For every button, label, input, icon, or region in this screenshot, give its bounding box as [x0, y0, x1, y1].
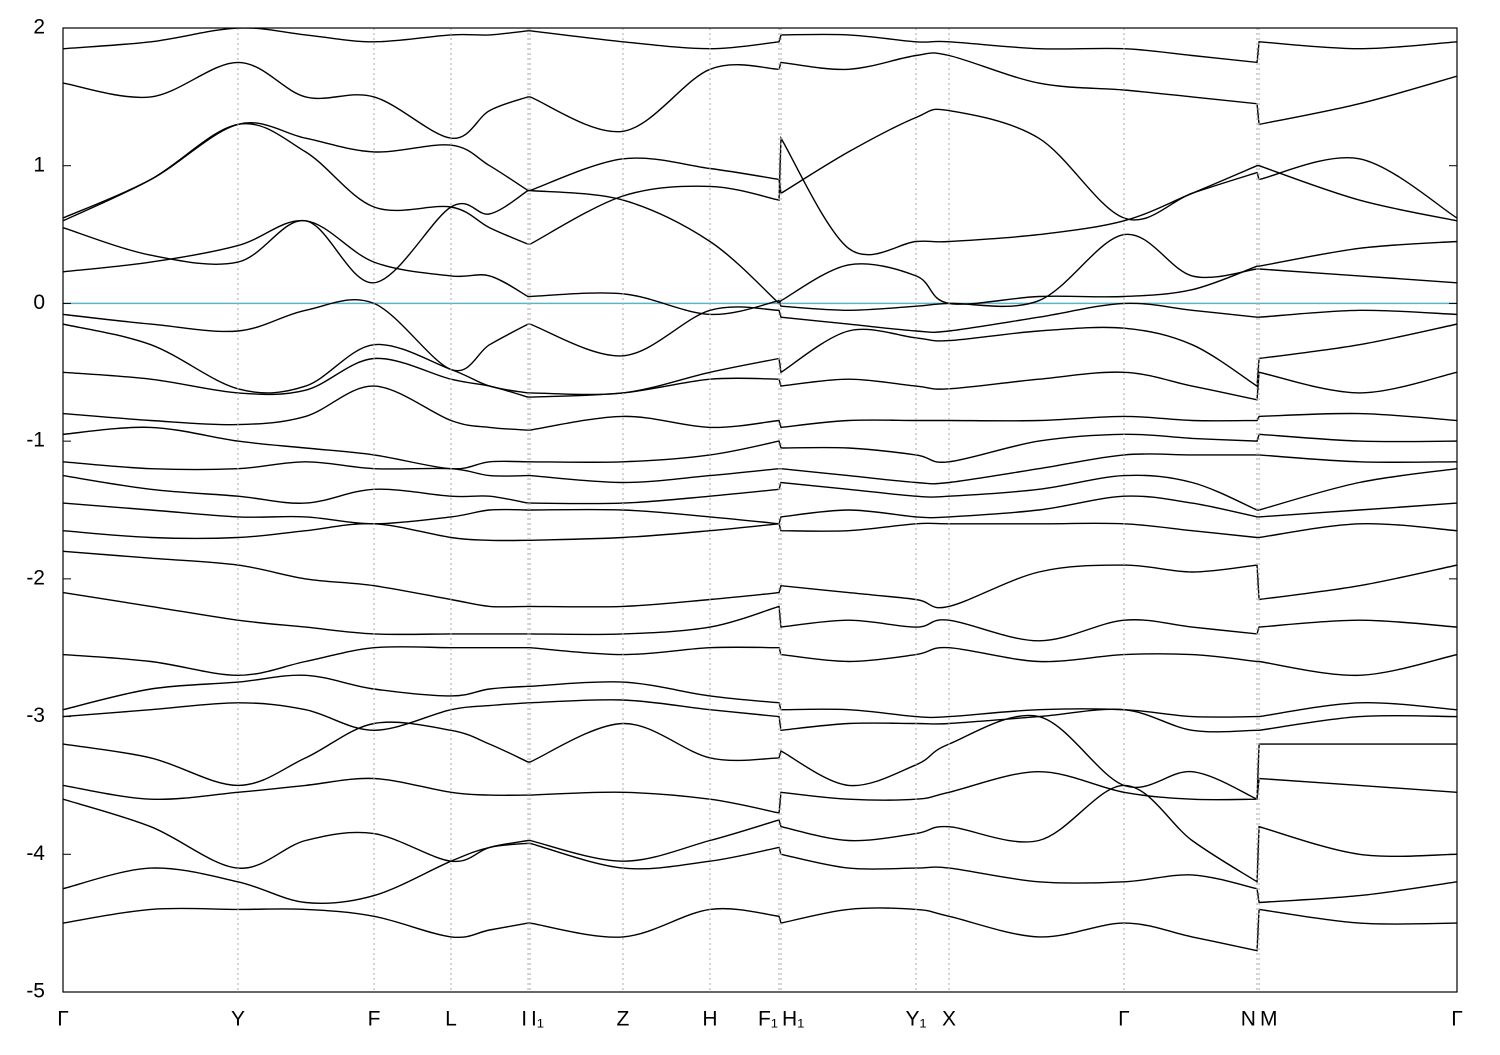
y-tick-label: 2	[33, 16, 45, 39]
band-line	[63, 468, 1457, 511]
x-tick-label: I₁	[531, 1008, 544, 1031]
band-line	[63, 426, 1457, 470]
band-line	[63, 550, 1457, 609]
band-line	[63, 453, 1457, 485]
x-tick-label: Γ	[1118, 1008, 1130, 1031]
band-line	[63, 495, 1457, 525]
x-tick-label: F₁	[758, 1008, 778, 1031]
band-line	[63, 714, 1457, 801]
band-line	[63, 385, 1457, 431]
band-line	[63, 299, 1457, 372]
x-tick-label: Γ	[57, 1008, 69, 1031]
y-tick-label: -2	[26, 566, 45, 589]
x-tick-label: L	[445, 1008, 457, 1031]
band-line	[63, 219, 1457, 316]
x-tick-label: Γ	[1451, 1008, 1463, 1031]
band-line	[63, 357, 1457, 401]
band-line	[63, 122, 1457, 256]
x-tick-label: F	[368, 1008, 381, 1031]
x-tick-label: Y	[231, 1008, 245, 1031]
x-tick-label: M	[1260, 1008, 1278, 1031]
band-line	[63, 842, 1457, 905]
x-tick-label: H	[702, 1008, 717, 1031]
band-line	[63, 323, 1457, 396]
plot-frame	[62, 27, 1458, 993]
x-tick-label: Z	[617, 1008, 630, 1031]
band-line	[63, 28, 1457, 64]
band-line	[63, 108, 1457, 221]
y-tick-label: 1	[33, 153, 45, 176]
band-line	[63, 699, 1457, 733]
x-tick-label: I	[521, 1008, 527, 1031]
y-tick-label: 0	[33, 291, 45, 314]
y-tick-label: -3	[26, 704, 45, 727]
band-line	[63, 645, 1457, 677]
y-tick-label: -1	[26, 429, 45, 452]
band-line	[63, 591, 1457, 642]
band-line	[63, 770, 1457, 814]
band-line	[63, 522, 1457, 542]
band-line	[63, 674, 1457, 719]
x-tick-label: Y₁	[905, 1008, 926, 1031]
band-line	[63, 189, 1457, 305]
x-tick-label: X	[942, 1008, 956, 1031]
band-line	[63, 52, 1457, 139]
x-tick-label: H₁	[782, 1008, 804, 1031]
band-line	[63, 784, 1457, 884]
band-line	[63, 907, 1457, 952]
x-tick-label: N	[1241, 1008, 1256, 1031]
y-tick-label: -4	[26, 842, 45, 865]
plot-area	[63, 28, 1457, 952]
y-tick-label: -5	[26, 980, 45, 1003]
